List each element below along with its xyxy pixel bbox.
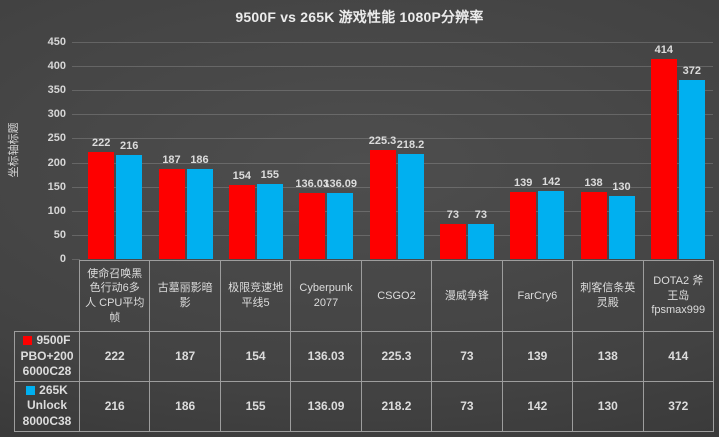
category-cell: Cyberpunk 2077 xyxy=(290,260,362,332)
bar-value-label: 130 xyxy=(612,181,631,194)
bar-value-label: 186 xyxy=(190,154,209,167)
y-tick-label: 150 xyxy=(47,181,66,193)
value-cell: 138 xyxy=(572,331,644,382)
legend-swatch-icon xyxy=(23,336,33,345)
category-cell: DOTA2 斧王岛 fpsmax999 xyxy=(642,260,714,332)
value-cell: 136.03 xyxy=(290,331,362,382)
gridline xyxy=(72,259,80,260)
category-row: 使命召唤黑色行动6多人 CPU平均帧 古墓丽影暗影 极限竞速地平线5 Cyberpun… xyxy=(15,260,714,332)
value-cell: 139 xyxy=(501,331,574,382)
bar-value-label: 142 xyxy=(541,175,561,188)
bar-value-label: 154 xyxy=(232,169,251,182)
legend-label: 265K Unlock 8000C38 xyxy=(22,382,72,428)
value-cell: 187 xyxy=(149,331,221,382)
value-cell: 414 xyxy=(642,331,714,382)
legend-swatch-icon xyxy=(26,385,36,395)
data-table: 使命召唤黑色行动6多人 CPU平均帧 古墓丽影暗影 极限竞速地平线5 Cyberpun… xyxy=(14,260,714,432)
bar-value-label: 414 xyxy=(654,44,673,57)
bar xyxy=(678,79,705,259)
bar xyxy=(608,196,635,259)
gridline xyxy=(72,42,713,43)
bar-value-label: 138 xyxy=(584,177,603,190)
y-tick-label: 200 xyxy=(47,157,66,169)
series-row: 265K Unlock 8000C38 216 186 155 136.09 218.2 7… xyxy=(14,380,714,432)
bar-value-label: 218.2 xyxy=(396,138,425,151)
bar xyxy=(228,184,255,259)
y-tick-label: 300 xyxy=(47,108,66,120)
y-tick-label: 350 xyxy=(47,84,66,96)
bar xyxy=(397,153,424,259)
gridline xyxy=(72,66,713,67)
value-cell: 142 xyxy=(501,380,574,432)
category-cell: FarCry6 xyxy=(501,260,574,332)
chart-title: 9500F vs 265K 游戏性能 1080P分辨率 xyxy=(235,9,484,25)
bar xyxy=(256,184,283,259)
bar-value-label: 73 xyxy=(446,208,459,221)
bar-value-label: 136.09 xyxy=(323,178,357,191)
category-cell: 漫威争锋 xyxy=(431,260,503,332)
category-cell: CSGO2 xyxy=(360,260,433,332)
value-cell: 73 xyxy=(431,380,503,432)
y-tick-label: 100 xyxy=(47,205,66,217)
value-cell: 218.2 xyxy=(360,380,433,432)
bar xyxy=(580,192,607,259)
category-cell: 极限竞速地平线5 xyxy=(219,260,292,332)
y-tick-label: 250 xyxy=(47,132,66,144)
value-cell: 73 xyxy=(431,331,503,382)
bar-value-label: 187 xyxy=(162,153,181,166)
category-cell: 使命召唤黑色行动6多人 CPU平均帧 xyxy=(78,260,151,332)
bar-value-label: 222 xyxy=(91,136,111,149)
bar xyxy=(186,169,213,259)
value-cell: 130 xyxy=(572,380,644,432)
value-cell: 136.09 xyxy=(290,380,362,432)
legend-cell: 265K Unlock 8000C38 xyxy=(14,380,80,432)
category-cell: 古墓丽影暗影 xyxy=(149,260,221,332)
bar xyxy=(116,154,143,259)
gridline xyxy=(72,138,713,139)
bar-value-label: 372 xyxy=(682,64,701,77)
bar-value-label: 155 xyxy=(260,169,279,182)
gridline xyxy=(72,114,713,115)
bar xyxy=(538,190,565,259)
value-cell: 154 xyxy=(219,331,292,382)
bar xyxy=(650,59,677,259)
bar-value-label: 225.3 xyxy=(368,135,397,148)
bar xyxy=(158,168,185,259)
category-cell: 刺客信条英灵殿 xyxy=(572,260,644,332)
value-cell: 155 xyxy=(219,380,292,432)
bar-value-label: 216 xyxy=(119,139,139,152)
bar xyxy=(88,151,115,259)
y-tick-label: 50 xyxy=(53,229,66,241)
value-cell: 216 xyxy=(78,380,151,432)
bar-value-label: 139 xyxy=(513,176,533,189)
value-cell: 222 xyxy=(78,331,151,382)
legend-label: 9500F PBO+200 6000C28 xyxy=(20,333,74,379)
legend-cell: 9500F PBO+200 6000C28 xyxy=(14,331,80,382)
bar xyxy=(299,193,326,259)
y-tick-label: 0 xyxy=(59,253,66,265)
bar-value-label: 73 xyxy=(474,208,487,221)
y-tick-label: 450 xyxy=(47,36,66,48)
value-cell: 225.3 xyxy=(360,331,433,382)
bar xyxy=(327,193,354,259)
bar xyxy=(510,191,537,259)
table-corner xyxy=(15,261,80,332)
value-cell: 372 xyxy=(642,380,714,432)
bar xyxy=(439,223,466,259)
gridline xyxy=(72,90,713,91)
bar xyxy=(467,223,494,259)
series-row: 9500F PBO+200 6000C28 222 187 154 136.03 225.… xyxy=(14,331,714,382)
bar xyxy=(369,150,396,259)
y-tick-label: 400 xyxy=(47,60,66,72)
bar-value-label: 136.03 xyxy=(295,178,329,191)
value-cell: 186 xyxy=(149,380,221,432)
